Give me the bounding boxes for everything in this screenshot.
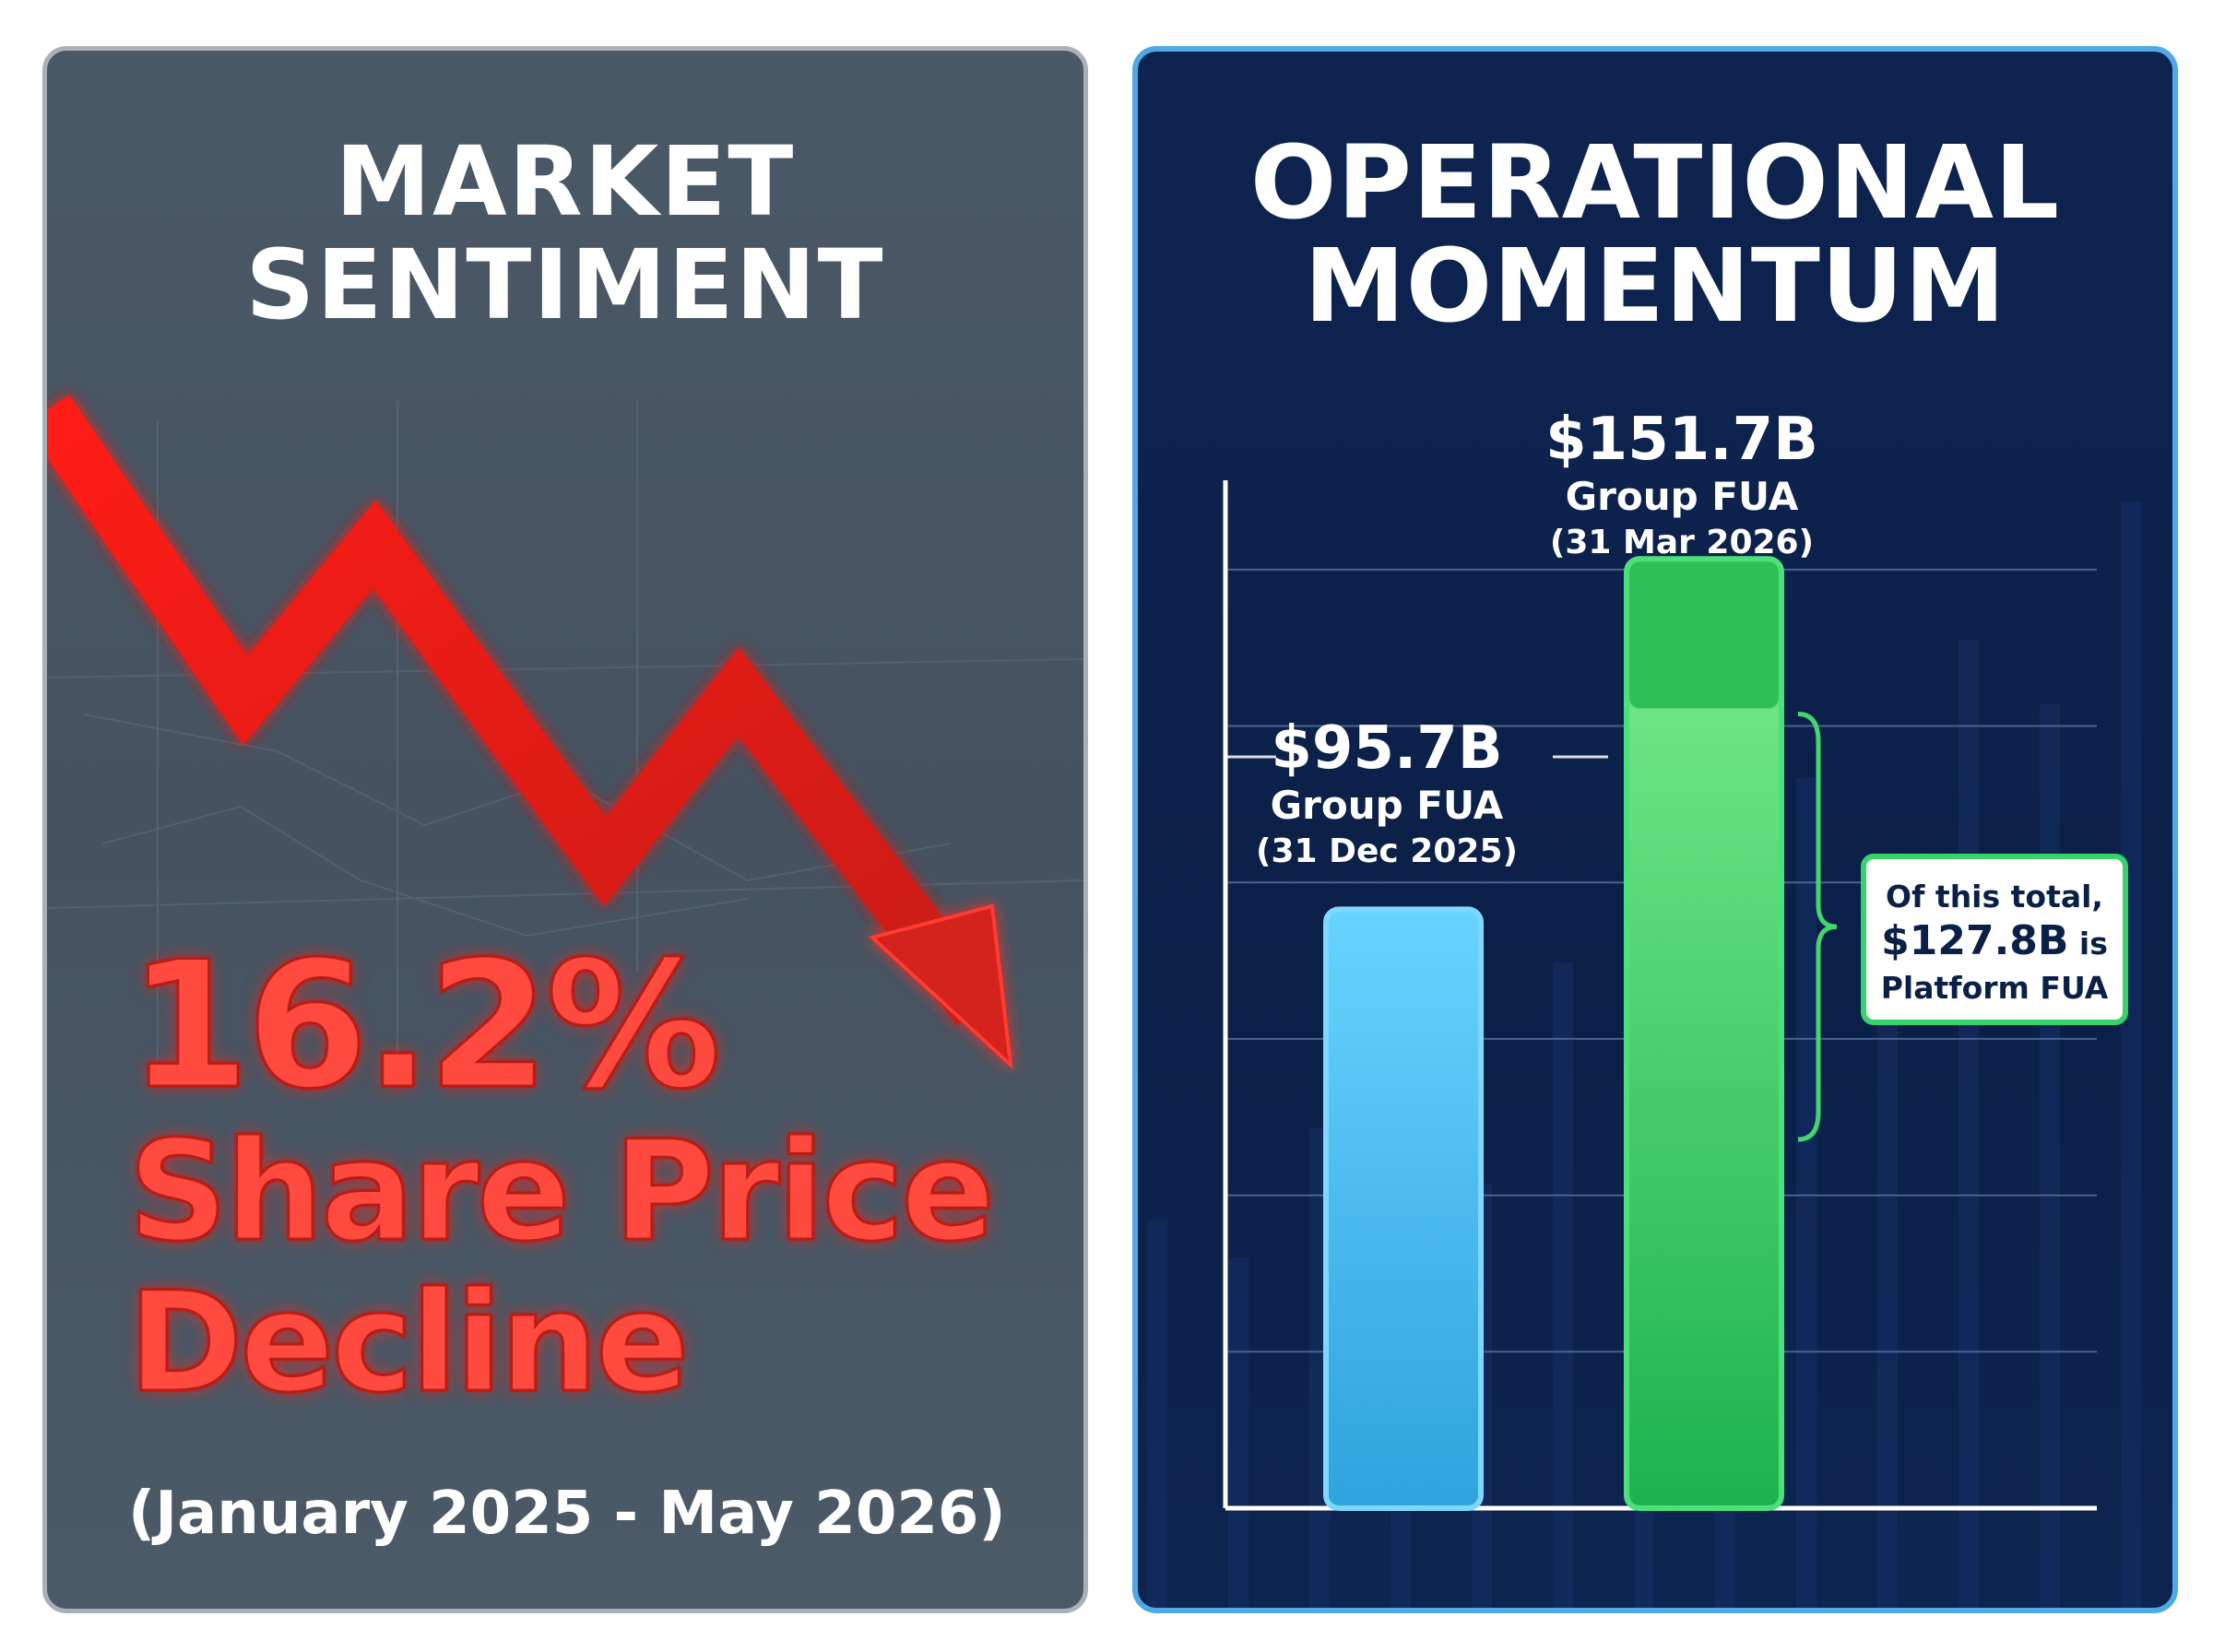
stat-label-line-2: Decline xyxy=(127,1263,692,1423)
bar-label-dec-2025: $95.7B Group FUA (31 Dec 2025) xyxy=(1249,715,1525,874)
platform-fua-brace-icon xyxy=(1797,712,1838,1142)
bar-value-label: $95.7B xyxy=(1271,714,1503,783)
background-decor-bar xyxy=(2121,502,2141,1608)
period-label: (January 2025 - May 2026) xyxy=(128,1480,1006,1548)
title-line-2: MOMENTUM xyxy=(1304,227,2006,345)
background-decor-bar xyxy=(2040,704,2060,1608)
bar-date-label: (31 Mar 2026) xyxy=(1549,524,1815,561)
operational-momentum-title: OPERATIONAL MOMENTUM xyxy=(1138,131,2172,337)
share-price-decline-stat: 16.2% Share Price Decline xyxy=(127,924,997,1423)
callout-line-1: Of this total, xyxy=(1886,879,2103,914)
bar-dec-2025 xyxy=(1323,906,1484,1511)
platform-fua-callout: Of this total, $127.8B is Platform FUA xyxy=(1861,854,2128,1025)
background-decor-bar xyxy=(1877,907,1898,1608)
bar-value-label: $151.7B xyxy=(1545,406,1818,474)
background-decor-bar xyxy=(1553,962,1573,1608)
callout-suffix: is xyxy=(2068,926,2108,962)
stat-label-line-1: Share Price xyxy=(127,1112,997,1272)
callout-line-3: Platform FUA xyxy=(1880,970,2109,1006)
bar-label-mar-2026: $151.7B Group FUA (31 Mar 2026) xyxy=(1544,407,1820,565)
title-line-1: MARKET xyxy=(335,125,796,238)
market-sentiment-panel: MARKET SENTIMENT 16.2% Share Price Decli… xyxy=(42,46,1088,1613)
decline-percentage: 16.2% xyxy=(127,924,723,1127)
background-decor-bar xyxy=(1228,1257,1249,1608)
fua-bar-chart xyxy=(1147,480,2141,1608)
callout-line-2: $127.8B is xyxy=(1866,918,2123,967)
background-decor-bar xyxy=(1147,1221,1167,1608)
bar-date-label: (31 Dec 2025) xyxy=(1256,832,1518,870)
title-line-2: SENTIMENT xyxy=(245,229,885,341)
title-line-1: OPERATIONAL xyxy=(1249,124,2061,242)
background-decor-bar xyxy=(1796,778,1817,1608)
bar-series-label: Group FUA xyxy=(1565,474,1799,519)
down-trend-arrow-icon xyxy=(47,395,1013,1070)
bar-segment-non-platform xyxy=(1629,561,1779,709)
bar-series-label: Group FUA xyxy=(1270,783,1504,828)
market-sentiment-title: MARKET SENTIMENT xyxy=(47,130,1083,336)
operational-momentum-panel: OPERATIONAL MOMENTUM $95.7B Group FUA (3… xyxy=(1132,46,2178,1613)
decline-arrow-graphic xyxy=(47,395,1083,1070)
background-decor-bar xyxy=(1959,640,1979,1608)
bar-mar-2026 xyxy=(1624,556,1784,1511)
callout-value: $127.8B xyxy=(1881,917,2069,964)
